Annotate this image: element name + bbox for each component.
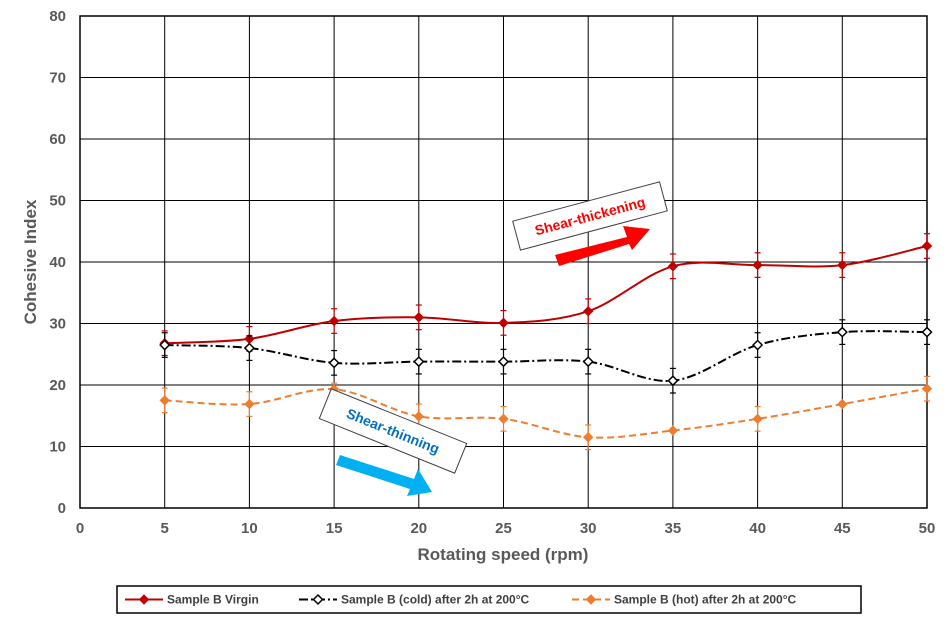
legend-marker — [312, 593, 324, 606]
y-axis-title: Cohesive Index — [21, 199, 40, 324]
data-point — [921, 383, 933, 394]
y-tick-label: 60 — [49, 131, 66, 148]
legend-label: Sample B Virgin — [167, 593, 259, 607]
legend-label: Sample B (cold) after 2h at 200°C — [341, 593, 530, 607]
data-point — [752, 339, 764, 351]
legend: Sample B Virgin Sample B (cold) after 2h … — [116, 585, 862, 614]
data-point — [328, 357, 340, 369]
data-point — [582, 356, 594, 368]
x-tick-label: 5 — [161, 520, 169, 537]
data-point — [159, 339, 171, 351]
x-tick-label: 45 — [834, 520, 851, 537]
series-line — [164, 387, 928, 439]
data-point — [413, 356, 425, 368]
series-2 — [159, 319, 933, 394]
data-point — [582, 432, 594, 443]
data-point — [667, 425, 679, 436]
shear-thinning-box — [318, 388, 468, 474]
y-tick-label: 40 — [49, 254, 66, 271]
y-tick-label: 80 — [49, 8, 66, 25]
data-point — [582, 305, 594, 317]
x-tick-label: 40 — [749, 520, 766, 537]
data-point — [413, 411, 425, 422]
series-layer — [159, 233, 933, 451]
legend-box — [116, 585, 862, 614]
legend-items: Sample B Virgin Sample B (cold) after 2h … — [125, 593, 797, 607]
data-point — [837, 259, 848, 271]
x-tick-labels: 0 5 10 15 20 25 30 35 40 45 50 — [76, 520, 936, 537]
data-point — [837, 398, 848, 410]
legend-item-3: Sample B (hot) after 2h at 200°C — [572, 593, 797, 607]
data-point — [244, 398, 255, 410]
shear-thinning-arrow — [336, 455, 432, 496]
y-tick-label: 50 — [49, 193, 66, 210]
shear-thickening-annotation: Shear-thickening — [512, 181, 668, 266]
data-point — [159, 395, 170, 406]
legend-item-2: Sample B (cold) after 2h at 200°C — [299, 593, 530, 607]
data-point — [752, 259, 763, 271]
legend-label: Sample B (hot) after 2h at 200°C — [614, 593, 797, 607]
data-point — [243, 342, 255, 354]
x-tick-label: 15 — [326, 520, 343, 537]
x-axis-title: Rotating speed (rpm) — [418, 545, 589, 564]
y-tick-label: 20 — [49, 377, 66, 394]
data-point — [497, 356, 510, 368]
x-tick-label: 50 — [919, 520, 936, 537]
data-point — [836, 326, 848, 338]
y-tick-labels: 0 10 20 30 40 50 60 70 80 — [49, 8, 66, 517]
legend-marker — [585, 594, 597, 605]
data-point — [667, 375, 679, 387]
data-point — [921, 240, 933, 252]
y-tick-label: 10 — [49, 439, 66, 456]
series-line — [164, 330, 928, 382]
data-point — [413, 312, 425, 323]
y-tick-label: 70 — [49, 70, 66, 87]
x-tick-label: 25 — [495, 520, 512, 537]
data-point — [328, 315, 340, 327]
plot-border — [79, 15, 928, 509]
data-point — [498, 413, 509, 425]
x-tick-label: 20 — [410, 520, 427, 537]
y-tick-label: 0 — [58, 500, 66, 517]
data-point — [498, 317, 509, 329]
legend-item-1: Sample B Virgin — [125, 593, 259, 607]
x-tick-label: 10 — [241, 520, 258, 537]
data-point — [921, 326, 933, 338]
shear-thickening-box — [512, 181, 668, 251]
data-point — [667, 261, 679, 272]
data-point — [752, 413, 763, 425]
legend-marker — [138, 594, 150, 605]
y-tick-label: 30 — [49, 316, 66, 333]
x-tick-label: 30 — [580, 520, 597, 537]
x-tick-label: 35 — [665, 520, 682, 537]
series-line — [164, 245, 928, 345]
x-tick-label: 0 — [76, 520, 84, 537]
shear-thickening-arrow — [555, 226, 650, 266]
